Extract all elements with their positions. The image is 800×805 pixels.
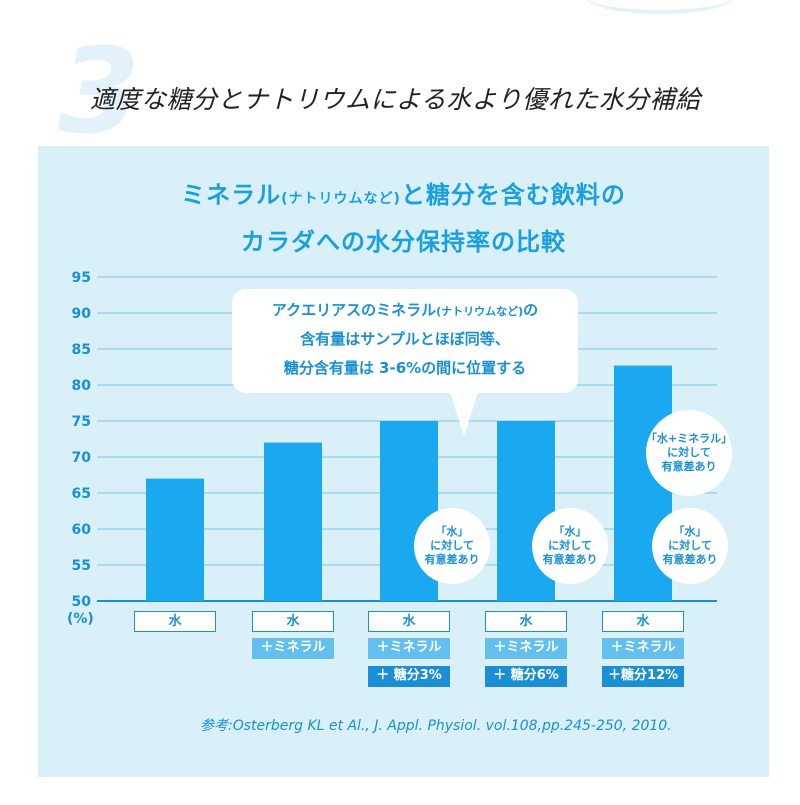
annotation-bubble-tail bbox=[450, 392, 478, 436]
bar-1 bbox=[146, 478, 204, 601]
xlabel-mineral-2: ＋ミネラル bbox=[252, 638, 334, 659]
significance-badge-sugar12-vs-mineral: 「水+ミネラル」 に対して 有意差あり bbox=[646, 410, 732, 496]
xlabel-sugar12: ＋糖分12% bbox=[602, 666, 684, 687]
y-tick-label: 85 bbox=[72, 342, 91, 358]
chart-title-note: (ナトリウムなど) bbox=[281, 191, 401, 207]
y-axis-ticks: 50 55 60 65 70 75 80 85 90 95 bbox=[72, 270, 92, 610]
y-tick-label: 70 bbox=[72, 450, 92, 466]
annotation-text: アクエリアスのミネラル(ナトリウムなど)の 含有量はサンプルとほぼ同等、 糖分含… bbox=[232, 296, 578, 383]
badge-text: 有意差あり bbox=[661, 460, 717, 473]
y-tick-label: 55 bbox=[72, 558, 91, 574]
reference-citation: 参考:Osterberg KL et Al., J. Appl. Physiol… bbox=[200, 718, 672, 734]
y-tick-label: 50 bbox=[72, 594, 92, 610]
xlabel-water-3: 水 bbox=[368, 611, 450, 632]
annotation-note: (ナトリウムなど) bbox=[436, 305, 524, 318]
badge-text: 「水」 bbox=[553, 525, 587, 538]
badge-text: 有意差あり bbox=[662, 553, 718, 566]
badge-text: に対して bbox=[668, 539, 712, 552]
xlabel-mineral-5: ＋ミネラル bbox=[602, 638, 684, 659]
significance-badge-sugar12-vs-water: 「水」 に対して 有意差あり bbox=[652, 508, 728, 584]
annotation-part: アクエリアスのミネラル bbox=[271, 301, 437, 319]
badge-text: に対して bbox=[548, 539, 592, 552]
xlabel-sugar3: ＋ 糖分3% bbox=[368, 666, 450, 687]
annotation-line3: 糖分含有量は 3-6%の間に位置する bbox=[283, 359, 527, 377]
y-tick-label: 90 bbox=[72, 306, 92, 322]
y-tick-label: 95 bbox=[72, 270, 91, 286]
annotation-part: の bbox=[523, 301, 539, 319]
y-tick-label: 80 bbox=[72, 378, 92, 394]
badge-text: に対して bbox=[667, 446, 711, 459]
significance-badge-sugar6: 「水」 に対して 有意差あり bbox=[532, 508, 608, 584]
annotation-line1: アクエリアスのミネラル(ナトリウムなど)の bbox=[232, 296, 578, 325]
significance-badge-sugar3: 「水」 に対して 有意差あり bbox=[414, 508, 490, 584]
y-tick-label: 75 bbox=[72, 414, 91, 430]
annotation-bubble bbox=[232, 289, 578, 393]
chart-title-line1: ミネラル(ナトリウムなど)と糖分を含む飲料の bbox=[38, 175, 769, 215]
xlabel-mineral-3: ＋ミネラル bbox=[368, 638, 450, 659]
badge-text: 有意差あり bbox=[424, 553, 480, 566]
xlabel-sugar6: ＋ 糖分6% bbox=[485, 666, 567, 687]
badge-text: 「水+ミネラル」 bbox=[645, 432, 733, 445]
xlabel-water-2: 水 bbox=[252, 611, 334, 632]
chart-title-line2: カラダへの水分保持率の比較 bbox=[241, 228, 566, 256]
badge-text: 有意差あり bbox=[542, 553, 598, 566]
xlabel-water-1: 水 bbox=[134, 611, 216, 632]
annotation-line2: 含有量はサンプルとほぼ同等、 bbox=[300, 330, 510, 348]
xlabel-mineral-4: ＋ミネラル bbox=[485, 638, 567, 659]
y-axis-unit: (%) bbox=[67, 611, 94, 627]
badge-text: 「水」 bbox=[435, 525, 469, 538]
bar-2 bbox=[264, 442, 322, 601]
page-headline: 適度な糖分とナトリウムによる水より優れた水分補給 bbox=[90, 85, 701, 114]
badge-text: 「水」 bbox=[673, 525, 707, 538]
section-number: 3 bbox=[58, 22, 140, 160]
y-tick-label: 60 bbox=[72, 522, 92, 538]
y-tick-label: 65 bbox=[72, 486, 91, 502]
chart-title-part: ミネラル bbox=[181, 181, 282, 209]
badge-text: に対して bbox=[430, 539, 474, 552]
xlabel-water-5: 水 bbox=[602, 611, 684, 632]
xlabel-water-4: 水 bbox=[485, 611, 567, 632]
chart-title-part: と糖分を含む飲料の bbox=[400, 181, 626, 209]
decorative-arc bbox=[585, 0, 735, 14]
